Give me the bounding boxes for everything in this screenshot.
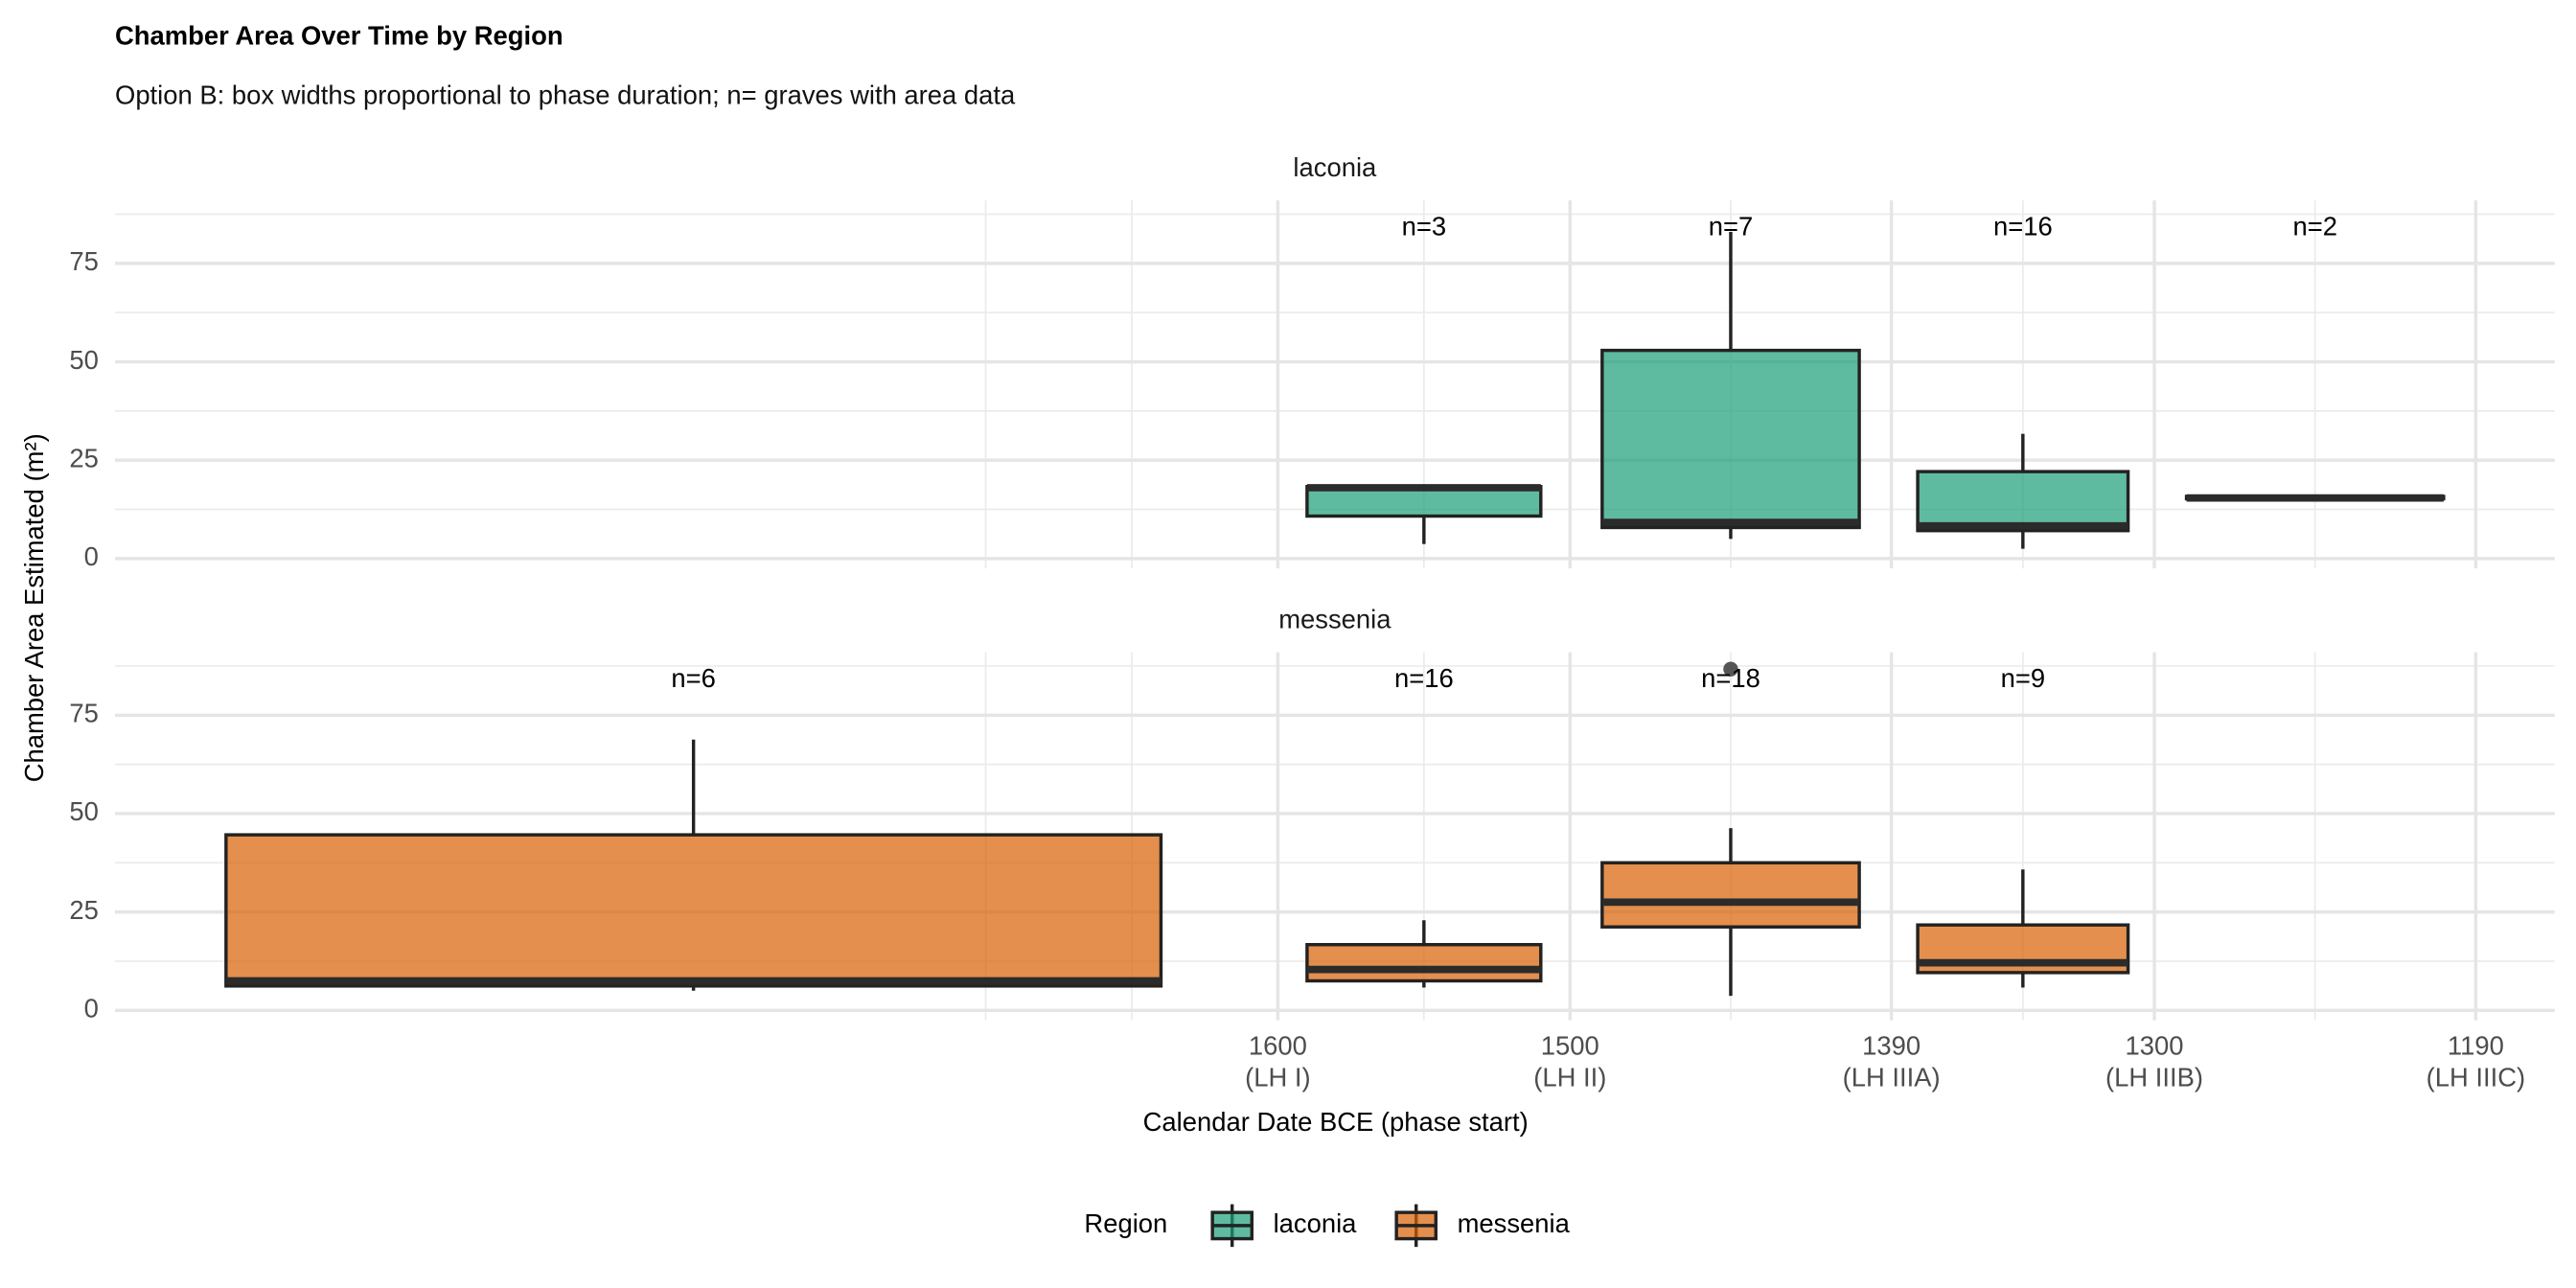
y-tick-label: 25	[69, 895, 98, 925]
n-label: n=18	[1701, 663, 1760, 693]
box	[1305, 485, 1543, 518]
n-label: n=16	[1394, 663, 1454, 693]
facet-strip-label: laconia	[1293, 152, 1377, 182]
y-axis-title: Chamber Area Estimated (m²)	[19, 433, 49, 782]
legend-label: laconia	[1274, 1208, 1358, 1238]
x-tick-label: 1500 (LH II)	[1533, 1031, 1606, 1092]
legend-title: Region	[1084, 1208, 1167, 1238]
box	[224, 833, 1163, 988]
y-tick-label: 0	[84, 541, 99, 571]
x-tick-label: 1390 (LH IIIA)	[1843, 1031, 1941, 1092]
facet-strip-label: messenia	[1278, 604, 1392, 633]
n-label: n=3	[1402, 212, 1447, 242]
box	[1916, 470, 2130, 533]
y-tick-label: 50	[69, 345, 98, 375]
x-tick-label: 1600 (LH I)	[1245, 1031, 1311, 1092]
x-tick-label: 1300 (LH IIIB)	[2105, 1031, 2203, 1092]
y-tick-label: 25	[69, 443, 98, 472]
n-label: n=9	[2001, 663, 2046, 693]
y-tick-label: 75	[69, 699, 98, 728]
box	[1600, 861, 1861, 929]
chart-subtitle: Option B: box widths proportional to pha…	[115, 80, 1016, 109]
n-label: n=2	[2292, 212, 2337, 242]
y-tick-label: 50	[69, 796, 98, 826]
legend-label: messenia	[1458, 1208, 1571, 1238]
chart-title: Chamber Area Over Time by Region	[115, 21, 564, 51]
n-label: n=16	[1993, 212, 2053, 242]
outlier	[1723, 661, 1738, 677]
y-tick-label: 0	[84, 994, 99, 1024]
y-tick-label: 75	[69, 246, 98, 276]
box	[1600, 348, 1861, 530]
x-axis-title: Calendar Date BCE (phase start)	[1143, 1107, 1529, 1137]
x-tick-label: 1190 (LH IIIC)	[2426, 1031, 2526, 1092]
n-label: n=6	[671, 663, 716, 693]
n-label: n=7	[1709, 212, 1754, 242]
box	[1305, 943, 1543, 983]
